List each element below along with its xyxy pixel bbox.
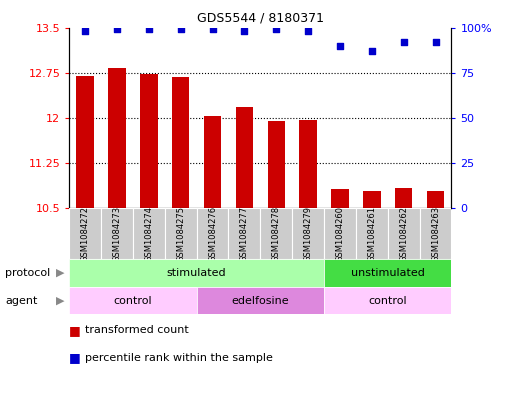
Text: GSM1084261: GSM1084261	[367, 206, 377, 262]
Text: ■: ■	[69, 323, 81, 337]
Text: ▶: ▶	[56, 296, 65, 306]
Bar	[267, 121, 285, 208]
Point	[81, 28, 89, 34]
Bar	[196, 208, 228, 259]
Text: stimulated: stimulated	[167, 268, 226, 278]
Text: GSM1084279: GSM1084279	[304, 206, 312, 262]
Point	[272, 26, 281, 33]
Bar	[69, 259, 324, 287]
Text: control: control	[368, 296, 407, 306]
Bar	[292, 208, 324, 259]
Point	[304, 28, 312, 34]
Text: percentile rank within the sample: percentile rank within the sample	[85, 353, 272, 363]
Bar	[69, 287, 196, 314]
Bar	[363, 191, 381, 208]
Text: transformed count: transformed count	[85, 325, 188, 335]
Point	[240, 28, 248, 34]
Bar	[324, 208, 356, 259]
Bar	[261, 208, 292, 259]
Bar	[356, 208, 388, 259]
Bar	[165, 208, 196, 259]
Bar	[196, 287, 324, 314]
Text: agent: agent	[5, 296, 37, 306]
Bar	[235, 107, 253, 208]
Point	[145, 26, 153, 33]
Point	[368, 48, 376, 54]
Bar	[204, 116, 221, 208]
Bar	[101, 208, 133, 259]
Text: GSM1084278: GSM1084278	[272, 206, 281, 262]
Text: GSM1084260: GSM1084260	[336, 206, 344, 262]
Point	[336, 42, 344, 49]
Bar	[69, 208, 101, 259]
Text: GSM1084274: GSM1084274	[144, 206, 153, 262]
Text: GSM1084262: GSM1084262	[399, 206, 408, 262]
Point	[208, 26, 216, 33]
Bar	[133, 208, 165, 259]
Text: ▶: ▶	[56, 268, 65, 278]
Bar	[172, 77, 189, 208]
Text: GSM1084272: GSM1084272	[81, 206, 90, 262]
Point	[176, 26, 185, 33]
Bar	[324, 287, 451, 314]
Title: GDS5544 / 8180371: GDS5544 / 8180371	[197, 12, 324, 25]
Text: unstimulated: unstimulated	[351, 268, 425, 278]
Point	[113, 26, 121, 33]
Bar	[331, 189, 349, 208]
Text: GSM1084273: GSM1084273	[112, 206, 122, 262]
Bar	[324, 259, 451, 287]
Point	[400, 39, 408, 45]
Text: control: control	[114, 296, 152, 306]
Text: GSM1084275: GSM1084275	[176, 206, 185, 262]
Bar	[388, 208, 420, 259]
Bar	[228, 208, 261, 259]
Text: GSM1084276: GSM1084276	[208, 206, 217, 262]
Bar	[395, 188, 412, 208]
Bar	[300, 120, 317, 208]
Text: GSM1084277: GSM1084277	[240, 206, 249, 262]
Text: edelfosine: edelfosine	[231, 296, 289, 306]
Bar	[76, 76, 94, 208]
Bar	[108, 68, 126, 208]
Text: GSM1084263: GSM1084263	[431, 206, 440, 262]
Text: protocol: protocol	[5, 268, 50, 278]
Text: ■: ■	[69, 351, 81, 364]
Point	[431, 39, 440, 45]
Bar	[420, 208, 451, 259]
Bar	[427, 191, 444, 208]
Bar	[140, 74, 157, 208]
